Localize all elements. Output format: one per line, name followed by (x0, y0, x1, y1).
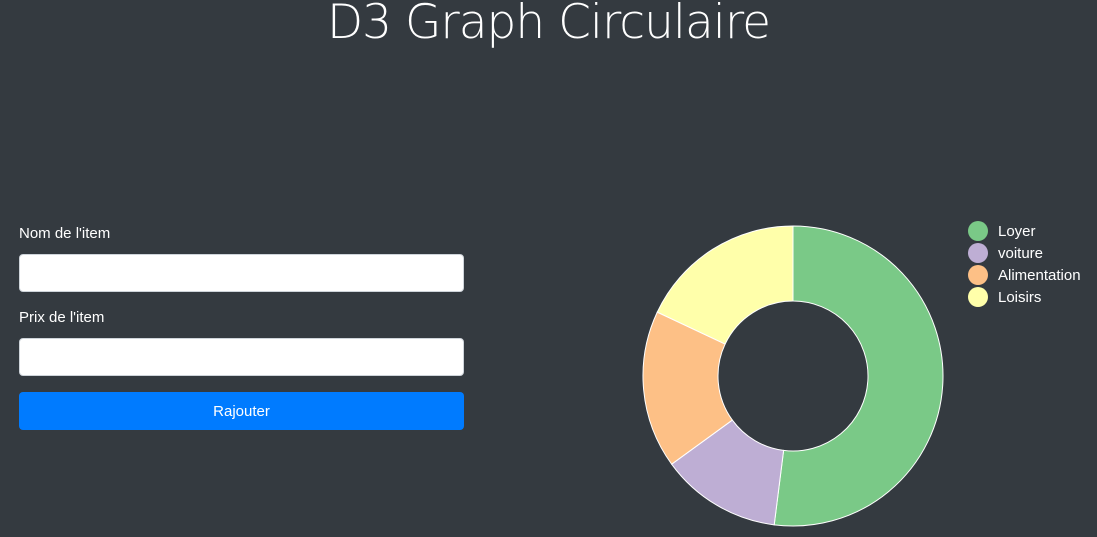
legend-label: Loisirs (998, 289, 1041, 306)
item-name-label: Nom de l'item (19, 225, 111, 242)
legend-swatch (968, 265, 988, 285)
page-title: D3 Graph Circulaire (326, 0, 771, 50)
legend-swatch (968, 221, 988, 241)
legend-swatch (968, 243, 988, 263)
legend-label: Loyer (998, 223, 1036, 240)
item-price-input[interactable] (19, 338, 464, 376)
legend-item-voiture: voiture (968, 243, 1043, 263)
donut-slice-loisirs[interactable] (656, 225, 794, 345)
chart-legend: Loyer voiture Alimentation Loisirs (968, 221, 1081, 307)
legend-label: Alimentation (998, 267, 1081, 284)
legend-swatch (968, 287, 988, 307)
donut-slices (642, 225, 944, 527)
legend-item-loisirs: Loisirs (968, 287, 1041, 307)
donut-slice-loyer[interactable] (773, 225, 944, 527)
legend-item-loyer: Loyer (968, 221, 1036, 241)
add-item-button[interactable]: Rajouter (19, 392, 464, 430)
legend-item-alimentation: Alimentation (968, 265, 1081, 285)
legend-label: voiture (998, 245, 1043, 262)
item-name-input[interactable] (19, 254, 464, 292)
add-item-form: Nom de l'item Prix de l'item Rajouter (19, 224, 464, 430)
item-price-label: Prix de l'item (19, 309, 105, 326)
